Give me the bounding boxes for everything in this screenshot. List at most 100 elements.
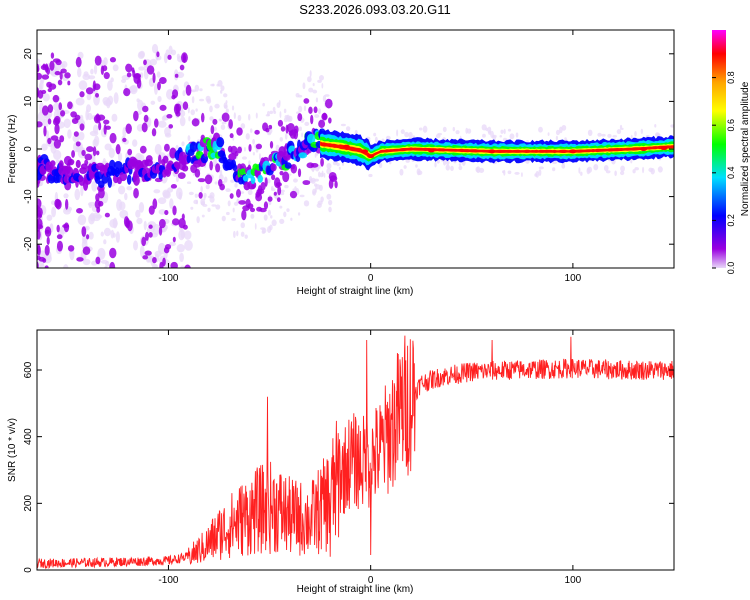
spectrogram-cell <box>100 65 105 76</box>
spectrogram-cell <box>223 93 228 98</box>
spectrogram-cell <box>109 261 116 268</box>
spectrogram-cell <box>206 98 212 104</box>
spectrogram-cell <box>98 200 104 207</box>
spectrogram-cell <box>49 160 56 167</box>
spectrogram-hotspot <box>361 149 369 154</box>
spectrogram-cell <box>78 80 88 91</box>
spectrogram-cell <box>112 232 116 238</box>
spectrogram-cell <box>204 174 213 185</box>
spectrogram-cell <box>109 57 117 63</box>
spectrogram-cell <box>234 183 238 188</box>
spectrogram-cell <box>314 188 317 193</box>
spectrogram-cell <box>63 222 70 233</box>
spectrogram-cell <box>46 214 53 221</box>
spectrogram-cell <box>220 85 225 92</box>
spectrogram-cell <box>321 83 324 89</box>
spectrogram-cell <box>44 244 50 256</box>
spectrogram-cell <box>267 226 272 234</box>
spectrogram-cell <box>41 143 48 151</box>
spectrogram-cell <box>102 157 106 165</box>
snr-frame <box>36 329 675 571</box>
spectrogram-cell <box>601 133 606 137</box>
spectrogram-cell <box>149 58 158 66</box>
spectrogram-cell <box>74 188 81 201</box>
spectrogram-cell <box>138 202 145 213</box>
spectrogram-cell <box>254 129 260 135</box>
spectrogram-cell <box>73 131 79 137</box>
spectrogram-cell <box>63 264 69 268</box>
spectrogram-cell <box>109 247 117 259</box>
spectrogram-cell <box>283 211 287 218</box>
spectrogram-cell <box>172 205 177 216</box>
spectrogram-cell <box>63 118 71 129</box>
spectrogram-cell <box>45 130 49 140</box>
spectrogram-cell <box>286 208 290 212</box>
spectrogram-cell <box>176 53 180 59</box>
spectrogram-cell <box>298 105 303 113</box>
spectrogram-cell <box>166 113 173 119</box>
spectrogram-cell <box>210 125 215 135</box>
spectrogram-cell <box>137 154 145 162</box>
spectrogram-cell <box>241 209 247 221</box>
spectrogram-cell <box>133 240 138 251</box>
spectrogram-cell <box>164 243 172 250</box>
spectrogram-cell <box>86 234 90 240</box>
spectrogram-cell <box>184 264 191 268</box>
spectrogram-cell <box>267 196 273 202</box>
spectrogram-cell <box>181 52 188 64</box>
spectrogram-cell <box>216 136 225 148</box>
spectrogram-cell <box>37 66 40 73</box>
spectrogram-cell <box>89 130 99 137</box>
spectrogram-cell <box>81 282 86 293</box>
spectrogram-cell <box>399 168 404 176</box>
spectrogram-cell <box>184 230 192 240</box>
spectrogram-cell <box>223 176 228 183</box>
spectrogram-cell <box>143 220 147 231</box>
spectrogram-cell <box>98 122 102 131</box>
spectrogram-cell <box>304 121 310 127</box>
spectrogram-cell <box>547 132 550 136</box>
spectrogram-cell <box>233 201 239 206</box>
spectrogram-cell <box>47 137 52 145</box>
spectrogram-cell <box>37 58 41 64</box>
spectrogram-cell <box>634 130 637 137</box>
spectrogram-cell <box>105 125 111 130</box>
spectrogram-cell <box>171 218 180 226</box>
spectrogram-cell <box>200 186 203 193</box>
spectrogram-cell <box>153 83 158 95</box>
spectrogram-cell <box>148 205 155 215</box>
spectrogram-cell <box>445 164 450 171</box>
spectrogram-cell <box>277 185 282 196</box>
spectrogram-cell <box>199 98 205 102</box>
spectrogram-cell <box>328 117 332 124</box>
spectrogram-cell <box>279 170 284 176</box>
spectrogram-cell <box>114 160 123 170</box>
spectrogram-marks <box>37 43 674 293</box>
spectrogram-cell <box>44 226 52 238</box>
spectrogram-cell <box>229 193 234 199</box>
spectrogram-cell <box>50 135 59 141</box>
spectrogram-cell <box>297 212 301 216</box>
spectrogram-cell <box>507 128 512 132</box>
spectrogram-cell <box>323 172 326 178</box>
spectrogram-cell <box>254 168 261 178</box>
spectrogram-cell <box>670 124 674 128</box>
spectrogram-cell <box>108 147 115 159</box>
spectrogram-cell <box>612 134 618 138</box>
spectrogram-cell <box>458 165 463 171</box>
spectrogram-cell <box>229 133 234 139</box>
spectrogram-cell <box>408 131 413 139</box>
spectrogram-cell <box>250 213 255 219</box>
spectrogram-cell <box>487 126 492 134</box>
spectrogram-cell <box>228 153 237 161</box>
spectrogram-cell <box>159 77 167 85</box>
spectrogram-cell <box>96 206 101 213</box>
spectrogram-cell <box>503 128 506 135</box>
spectrogram-cell <box>249 128 253 133</box>
spectrogram-cell <box>179 252 184 263</box>
spectrogram-cell <box>417 170 423 176</box>
spectrogram-cell <box>133 110 139 122</box>
spectrogram-cell <box>47 104 54 113</box>
spectrogram-cell <box>228 119 233 129</box>
